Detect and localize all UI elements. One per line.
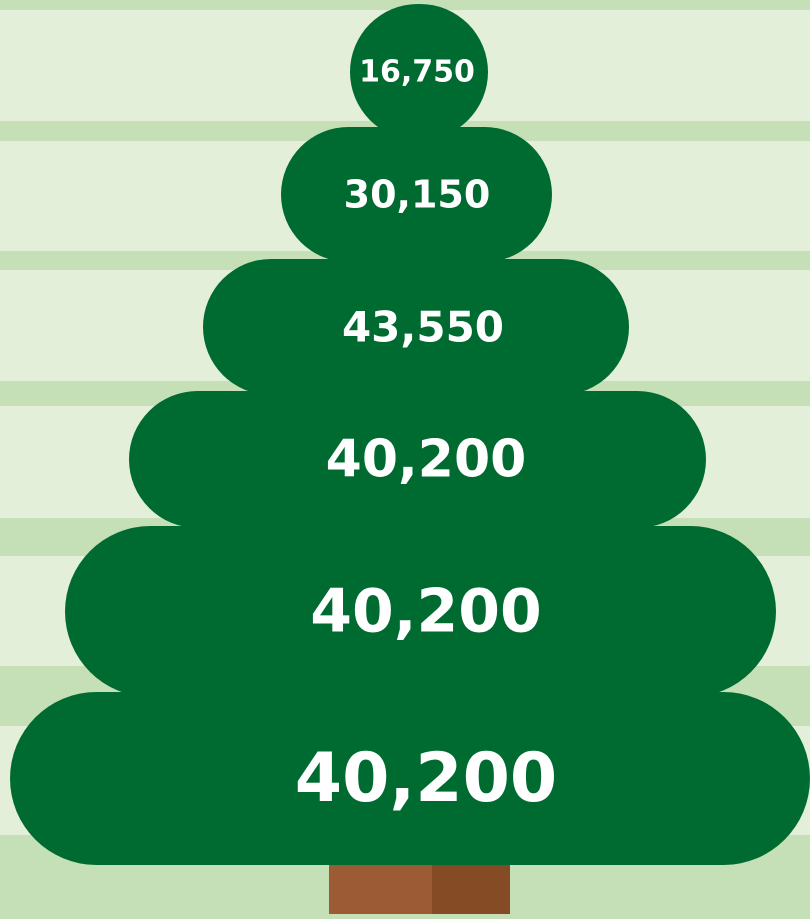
tier: [350, 4, 488, 140]
tier-label: 16,750: [359, 55, 475, 90]
stripe: [0, 0, 810, 10]
tier: [10, 692, 810, 865]
tier: [129, 391, 706, 528]
trunk-shade: [432, 860, 510, 914]
trunk: [329, 860, 433, 914]
tiers: 16,750 30,150 43,550 40,200 40,200 40,200: [10, 4, 810, 865]
tier: [281, 127, 552, 262]
tier: [203, 259, 629, 395]
tier-label: 40,200: [295, 739, 557, 818]
tier-label: 30,150: [344, 173, 491, 217]
tier-label: 40,200: [326, 430, 527, 490]
tier-label: 43,550: [342, 303, 504, 352]
tier: [65, 526, 776, 697]
tier-label: 40,200: [310, 577, 542, 647]
